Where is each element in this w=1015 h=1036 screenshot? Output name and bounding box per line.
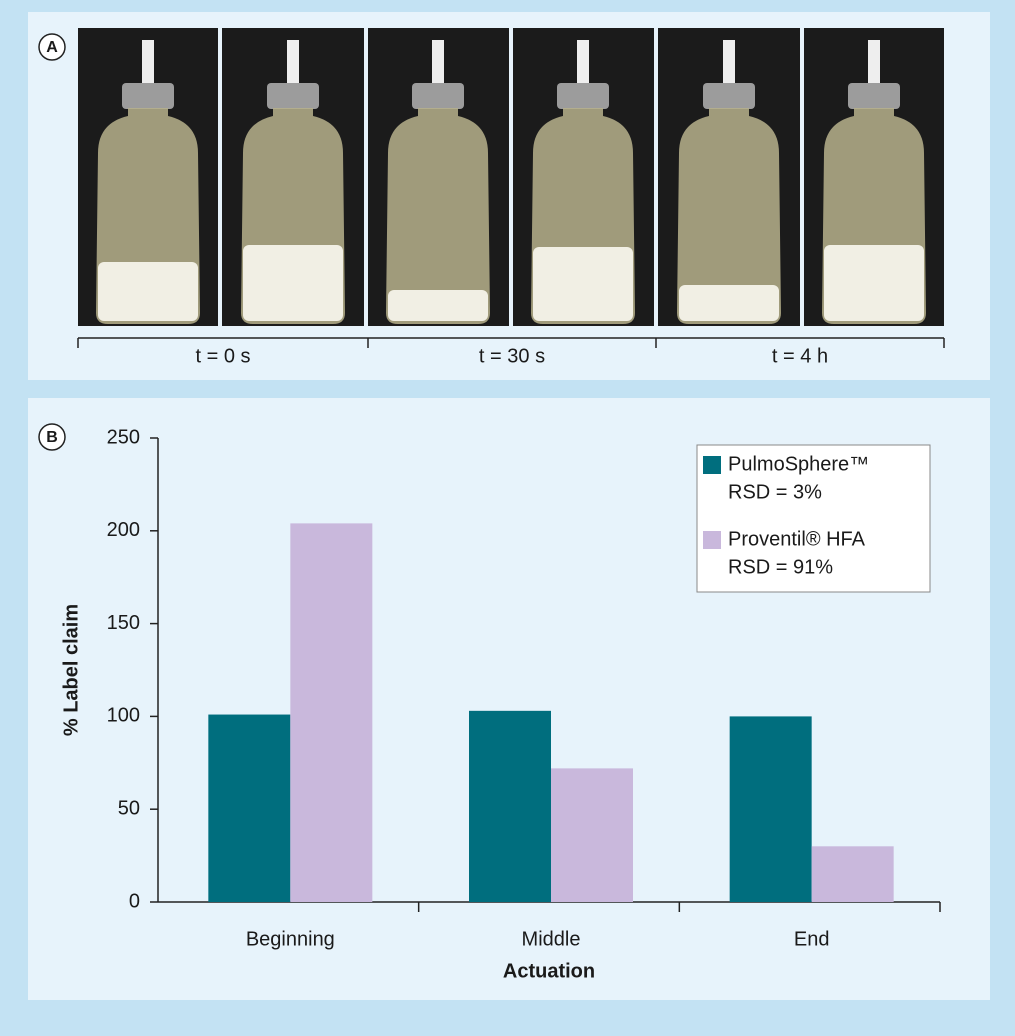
time-label: t = 4 h bbox=[772, 345, 828, 367]
bar bbox=[290, 523, 372, 902]
figure: t = 0 s t = 30 s t = 4 h A B % Label cla… bbox=[0, 0, 1015, 1031]
legend-note: RSD = 91% bbox=[728, 556, 833, 578]
bar bbox=[469, 711, 551, 902]
legend-label: PulmoSphere™ bbox=[728, 453, 869, 475]
x-tick-label: Middle bbox=[522, 928, 581, 950]
time-label: t = 30 s bbox=[479, 345, 545, 367]
panel-label: B bbox=[46, 429, 58, 446]
y-tick-label: 150 bbox=[107, 612, 140, 634]
bar bbox=[551, 768, 633, 902]
x-tick-label: Beginning bbox=[246, 928, 335, 950]
y-tick-label: 200 bbox=[107, 519, 140, 541]
y-tick-label: 50 bbox=[118, 797, 140, 819]
x-axis-title: Actuation bbox=[503, 960, 595, 982]
y-tick-label: 250 bbox=[107, 426, 140, 448]
legend-swatch bbox=[703, 456, 721, 474]
legend-label: Proventil® HFA bbox=[728, 528, 866, 550]
x-tick-label: End bbox=[794, 928, 830, 950]
legend-swatch bbox=[703, 531, 721, 549]
legend-note: RSD = 3% bbox=[728, 481, 822, 503]
y-axis-title: % Label claim bbox=[60, 604, 82, 736]
bar bbox=[812, 846, 894, 902]
y-tick-label: 100 bbox=[107, 705, 140, 727]
time-label: t = 0 s bbox=[195, 345, 250, 367]
y-tick-label: 0 bbox=[129, 890, 140, 912]
bar bbox=[208, 715, 290, 902]
panel-label: A bbox=[46, 39, 58, 56]
bar bbox=[730, 716, 812, 902]
